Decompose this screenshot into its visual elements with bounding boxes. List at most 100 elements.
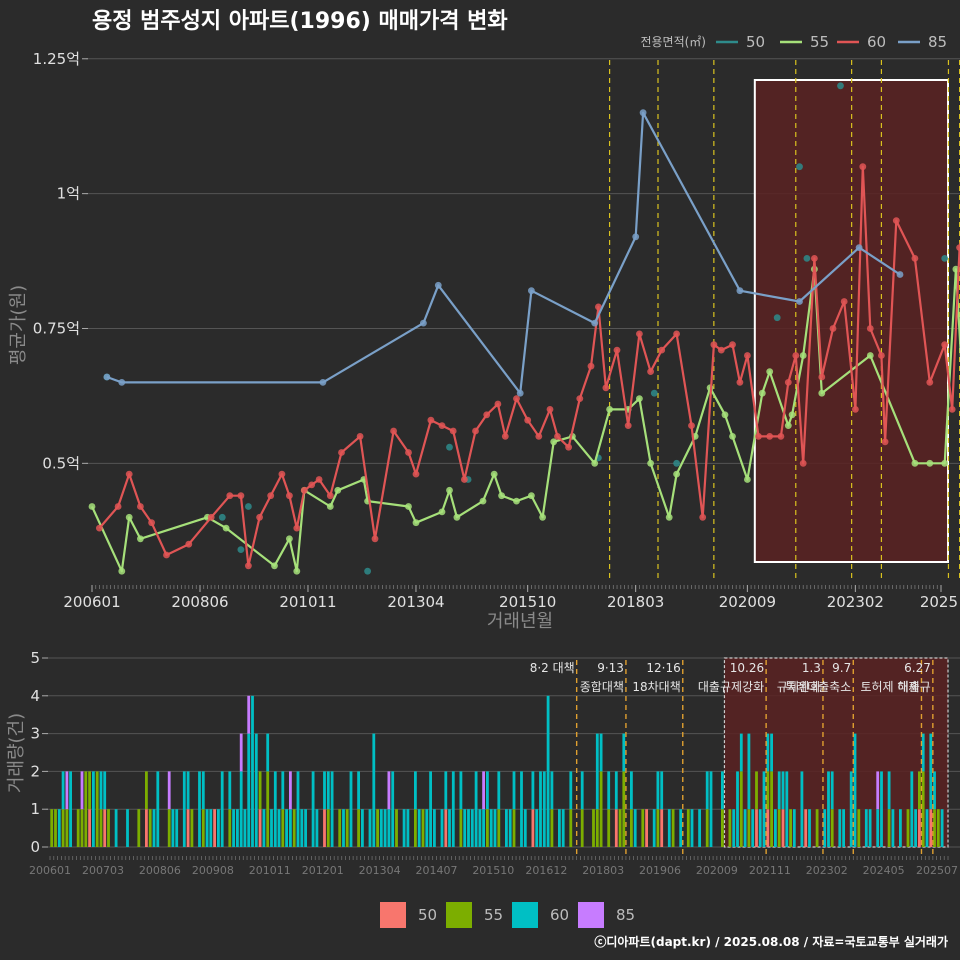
event-sublabel-6: 토허제 해제 [860,680,919,694]
series-60-point-65 [829,325,837,332]
series-55-point-1 [118,567,126,575]
volume-bar-2011-02-55 [281,809,285,847]
series-55-point-22 [513,497,520,505]
volume-bar-2021-10-60 [766,733,770,772]
series-60-point-66 [840,298,848,305]
volume-bar-2016-10-60 [539,771,542,847]
volume-bar-2017-06-55 [569,809,573,847]
volume-bar-2013-06-85 [387,771,391,810]
volume-bar-2018-06-60 [614,771,618,810]
volume-bar-2010-03-60 [239,771,243,847]
volume-bar-2011-04-85 [289,771,292,810]
volume-bar-2023-01-60 [823,809,827,847]
volume-bar-2012-03-60 [330,771,334,847]
price-y-tick-label-3: 1.25억 [33,50,80,68]
series-55-point-23 [528,492,535,500]
series-55-point-15 [412,519,420,527]
volume-bar-2025-01-60 [914,809,917,847]
series-60-point-51 [699,513,707,521]
volume-bar-2020-01-55 [686,809,690,847]
volume-bar-2024-06-60 [887,771,891,810]
series-60-point-30 [472,427,479,435]
volume-bar-2014-01-60 [414,771,417,810]
volume-bar-2018-08-60 [622,733,626,772]
series-85-point-7 [591,319,599,327]
volume-bar-2006-12-60 [92,771,95,847]
volume-bar-2025-05-60 [929,733,933,810]
volume-bar-2024-11-55 [906,809,910,847]
volume-bar-2014-06-60 [433,809,436,847]
volume-bar-2023-02-60 [827,771,830,847]
volume-bar-2013-04-60 [379,809,383,847]
volume-bar-2014-11-60 [451,771,455,847]
series-55-point-11 [334,486,342,494]
volume-bar-2018-01-55 [595,809,599,847]
volume-bar-2013-06-60 [387,809,391,847]
series-60-point-62 [799,459,807,467]
volume-bar-2007-02-55 [99,809,103,847]
volume-bar-2021-03-55 [739,771,743,847]
volume-bar-2013-05-60 [383,809,387,847]
volume-bar-2009-10-60 [220,771,224,847]
series-55-point-31 [647,459,654,467]
series-60-point-39 [565,443,572,451]
volume-bar-2007-03-50 [103,809,107,847]
series-55-point-16 [438,508,446,516]
series-60-point-26 [427,416,435,424]
volume-bar-2020-10-60 [721,771,724,810]
volume-bar-2019-06-60 [660,771,664,810]
volume-bar-2019-06-50 [660,809,664,847]
volume-bar-2021-11-60 [770,733,773,772]
volume-bar-2012-02-60 [326,771,330,810]
volume-bar-2016-12-60 [546,695,550,847]
volume-bar-2022-11-55 [815,809,819,847]
volume-bar-2009-02-55 [190,809,194,847]
series-60-point-60 [784,379,792,386]
volume-bar-2010-07-60 [254,733,258,847]
series-55-point-48 [926,459,934,467]
series-55-point-28 [606,406,613,413]
event-label-0: 8·2 대책 [530,660,575,675]
series-60-point-15 [293,524,301,532]
volume-bar-2018-10-55 [630,809,633,847]
volume-bar-2015-02-60 [463,809,467,847]
price-x-tick-label-6: 202009 [719,593,776,611]
volume-bar-2019-05-55 [656,809,660,847]
volume-bar-2018-02-60 [599,733,603,772]
volume-bar-2024-01-60 [868,809,872,847]
series-60-point-42 [595,303,602,311]
price-x-tick-label-4: 201510 [499,593,556,611]
series-85-point-5 [516,389,524,397]
volume-bar-2023-03-55 [830,809,834,847]
price-y-tick-label-0: 0.5억 [42,454,80,472]
volume-bar-2021-11-55 [770,771,773,847]
series-50-point-10 [773,314,781,322]
series-60-point-53 [717,346,725,354]
series-55-point-7 [286,535,293,543]
volume-chart-bars [50,695,944,847]
volume-bar-2017-12-55 [592,809,595,847]
event-sublabel-4: 규제완화 [777,680,821,694]
volume-bar-2015-03-60 [467,809,470,847]
series-85-point-3 [420,319,427,327]
series-60-point-63 [811,255,818,262]
volume-bar-2023-12-60 [864,809,868,847]
volume-x-tick-label-12: 202009 [696,864,738,877]
volume-bar-2018-04-60 [607,771,611,810]
series-50-point-12 [803,255,811,262]
volume-bar-2015-01-55 [459,809,463,847]
series-60-point-57 [755,433,762,440]
volume-bar-2008-09-60 [171,809,175,847]
volume-bar-2009-12-60 [228,771,232,810]
volume-bar-2024-07-60 [891,809,895,847]
volume-bar-2012-01-50 [323,809,326,847]
volume-legend-swatch-60 [512,902,538,928]
volume-bar-2014-03-55 [421,809,425,847]
volume-bar-2025-06-60 [933,771,936,810]
series-55-point-27 [591,459,599,467]
volume-bar-2015-08-55 [486,809,489,847]
volume-legend-label-55: 55 [484,906,503,924]
volume-bar-2008-12-60 [182,771,186,847]
series-55-point-45 [818,389,826,397]
